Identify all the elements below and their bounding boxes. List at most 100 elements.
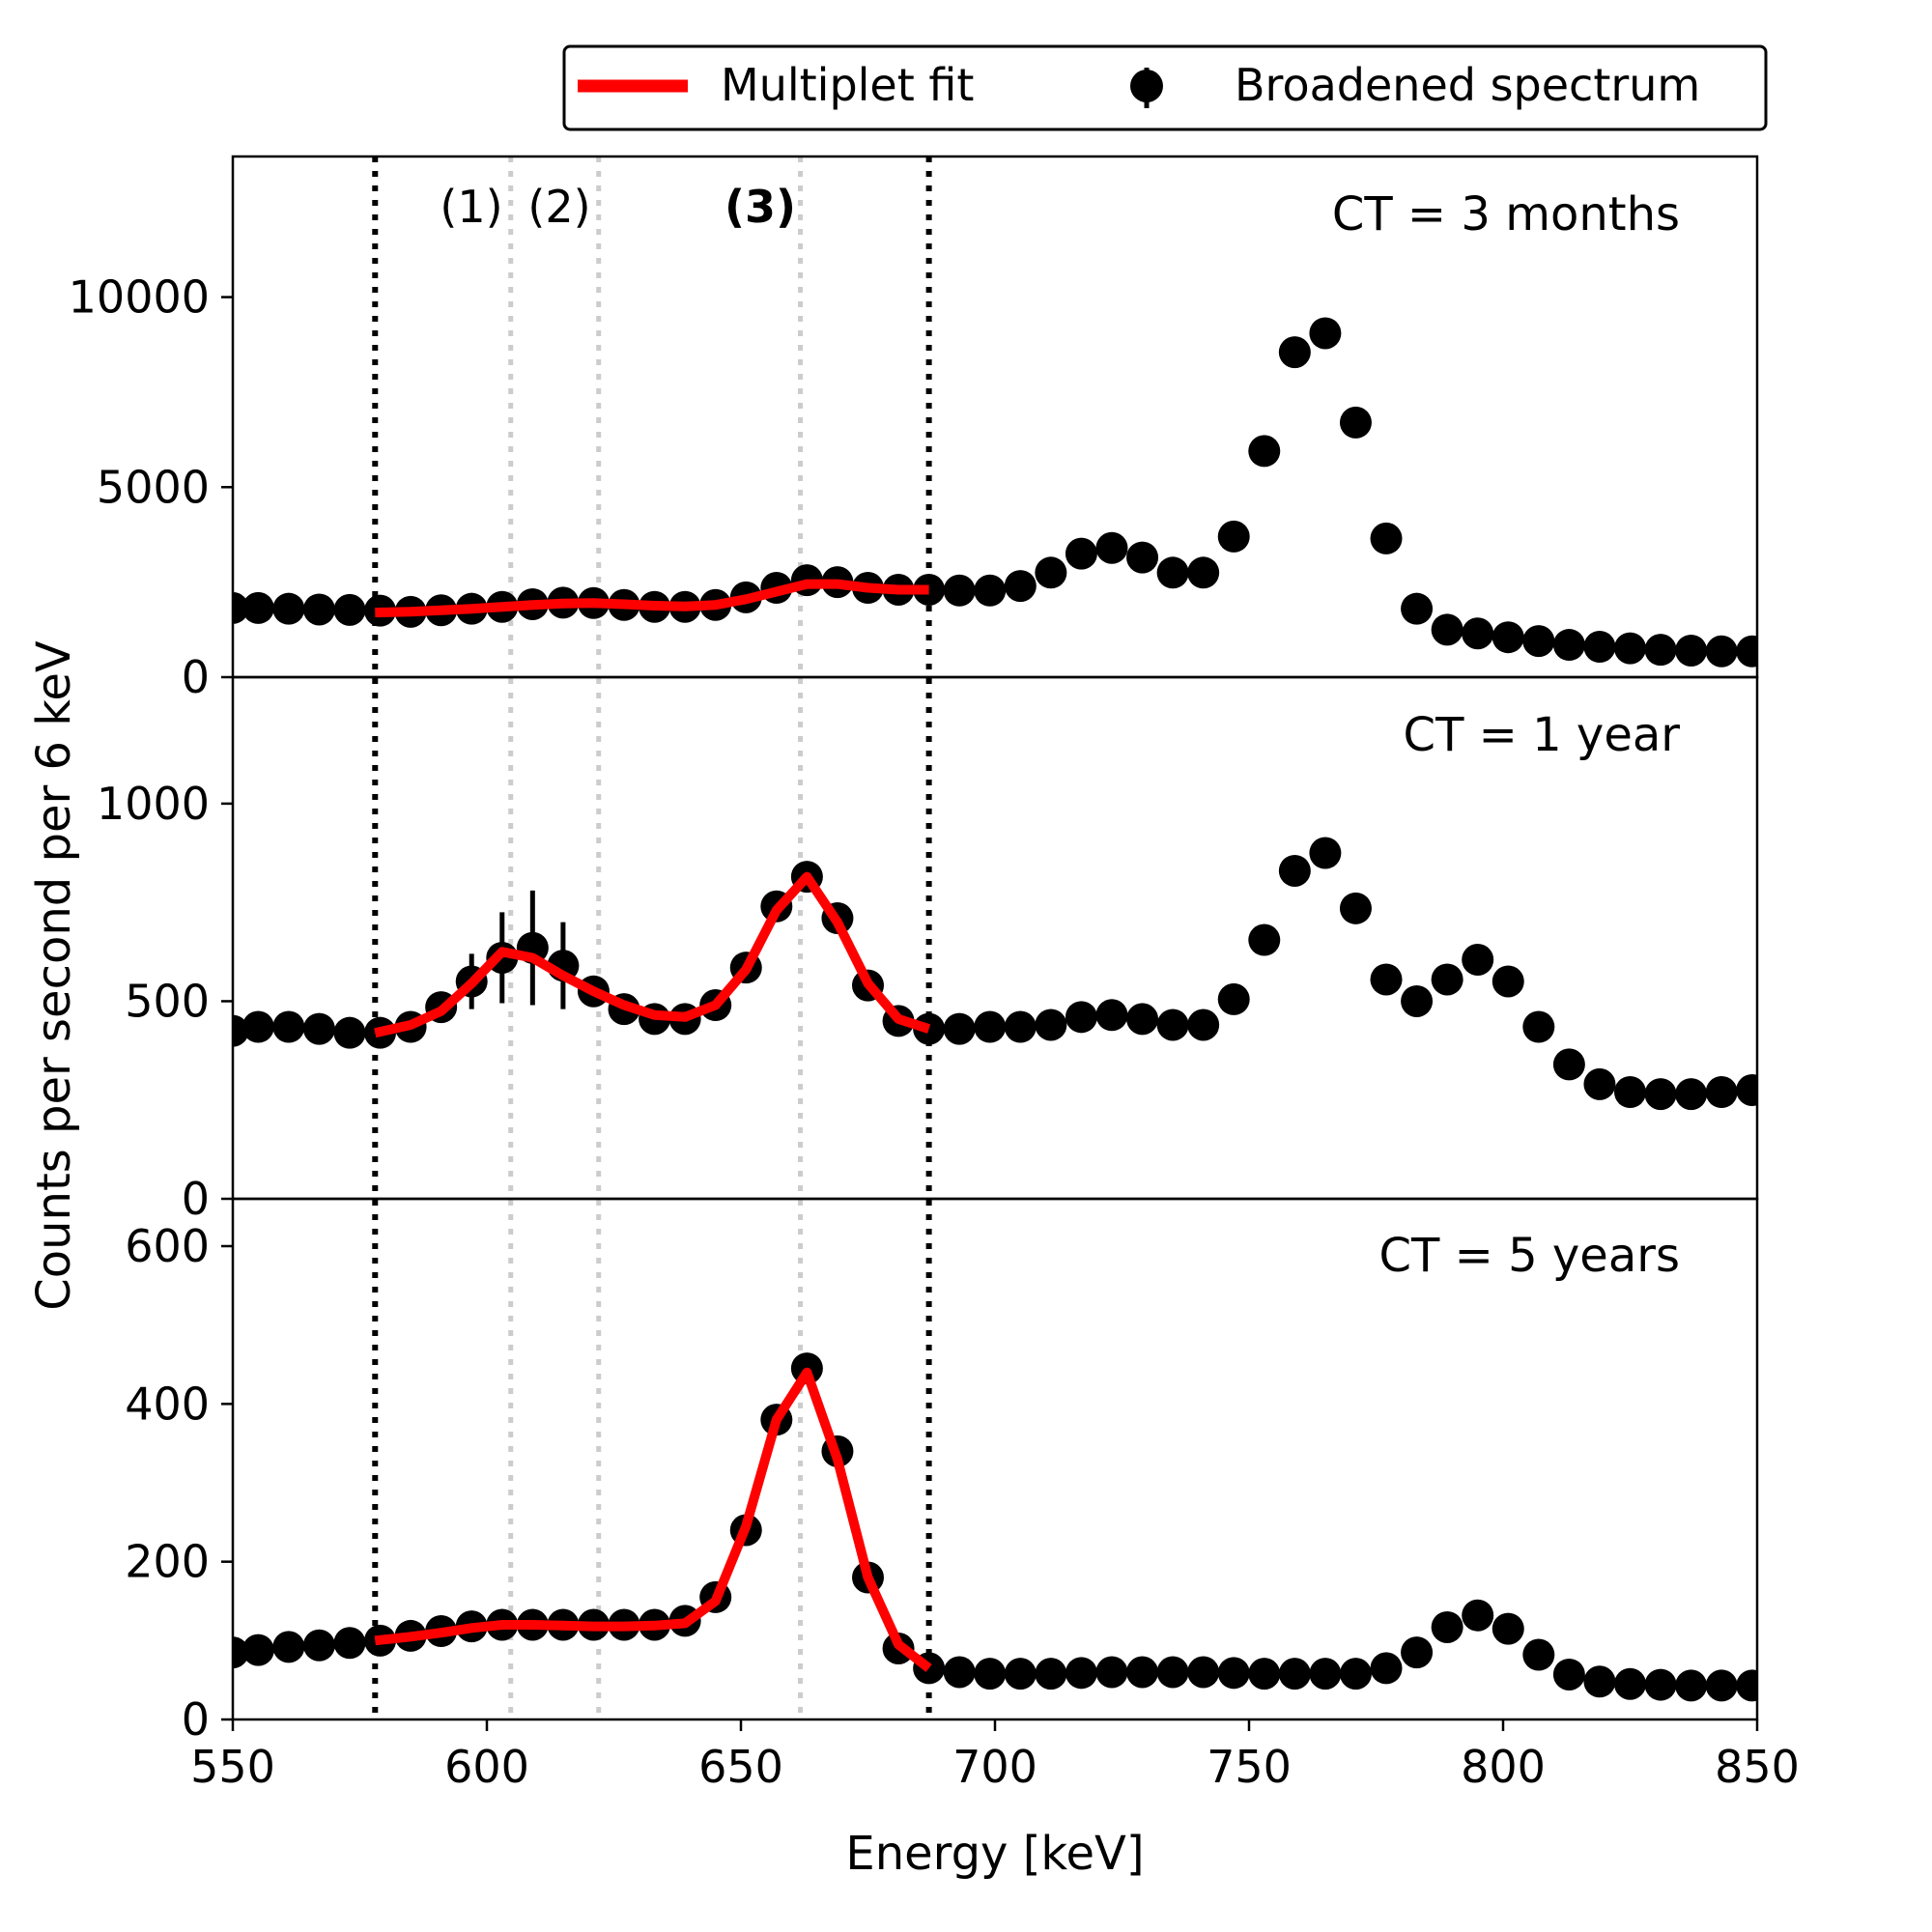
data-point	[1339, 1658, 1372, 1690]
data-point	[333, 1016, 366, 1049]
data-point	[1248, 923, 1281, 956]
y-tick-label: 1000	[97, 778, 210, 830]
annotation-1-year: CT = 1 year	[1404, 708, 1681, 762]
data-point	[1583, 631, 1616, 664]
y-tick-label: 5000	[97, 461, 210, 513]
data-point	[1217, 982, 1250, 1015]
data-point	[302, 593, 335, 626]
data-point	[1035, 1009, 1067, 1041]
data-point	[943, 574, 976, 607]
x-tick-label: 550	[190, 1741, 275, 1793]
data-point	[1492, 965, 1524, 998]
data-point	[302, 1012, 335, 1045]
data-point	[1522, 1638, 1555, 1671]
y-tick-label: 500	[125, 975, 210, 1027]
x-axis-label: Energy [keV]	[845, 1827, 1144, 1881]
data-point	[1248, 435, 1281, 468]
data-point	[1401, 984, 1434, 1017]
data-point	[1278, 336, 1311, 369]
y-tick-label: 600	[125, 1220, 210, 1272]
data-point	[1736, 1074, 1757, 1106]
y-axis-label: Counts per second per 6 keV	[27, 640, 81, 1311]
x-tick-label: 750	[1207, 1741, 1292, 1793]
data-point	[1217, 520, 1250, 553]
data-point	[1156, 556, 1189, 589]
peak-label-1: (1)	[440, 181, 502, 233]
legend-fit-label: Multiplet fit	[721, 59, 974, 111]
data-point	[1492, 621, 1524, 654]
data-point	[1614, 1076, 1646, 1109]
data-point	[913, 574, 946, 607]
data-point	[943, 1012, 976, 1045]
data-point	[242, 1010, 274, 1043]
data-point	[1035, 556, 1067, 589]
x-tick-label: 850	[1715, 1741, 1800, 1793]
data-point	[1248, 1658, 1281, 1690]
data-point	[1035, 1658, 1067, 1690]
data-point	[1065, 1001, 1097, 1034]
data-point	[1705, 635, 1738, 668]
annotation-3-months: CT = 3 months	[1332, 187, 1680, 242]
data-point	[1004, 1010, 1037, 1043]
data-point	[302, 1629, 335, 1662]
x-tick-label: 800	[1461, 1741, 1546, 1793]
data-point	[242, 591, 274, 624]
multiplet-fit-line	[374, 1367, 932, 1672]
y-tick-label: 0	[182, 1693, 210, 1746]
data-point	[1370, 1652, 1403, 1685]
data-point	[1309, 317, 1342, 350]
data-point	[1644, 1078, 1677, 1111]
panel-3-months	[233, 317, 1757, 668]
data-point	[1644, 634, 1677, 667]
data-point	[333, 1627, 366, 1660]
data-point	[1065, 1657, 1097, 1690]
data-point	[1614, 1667, 1646, 1700]
data-point	[1614, 632, 1646, 665]
data-point	[1217, 1657, 1250, 1690]
data-point	[1187, 556, 1220, 589]
data-point	[1552, 629, 1585, 662]
data-point	[1401, 592, 1434, 625]
data-point	[1309, 1658, 1342, 1690]
data-point	[913, 1012, 946, 1045]
data-point	[1583, 1067, 1616, 1100]
data-point	[1705, 1669, 1738, 1702]
y-tick-label: 0	[182, 651, 210, 703]
x-tick-label: 600	[444, 1741, 529, 1793]
peak-label-2: (2)	[527, 181, 590, 233]
data-point	[1278, 1658, 1311, 1690]
data-point	[1431, 963, 1463, 996]
data-point	[1401, 1636, 1434, 1669]
data-point	[1552, 1658, 1585, 1690]
data-point	[1065, 537, 1097, 570]
data-point	[1126, 541, 1159, 574]
data-point	[1552, 1048, 1585, 1081]
data-point	[1004, 1658, 1037, 1690]
panel-5-years	[233, 1352, 1757, 1702]
legend-box	[562, 44, 1768, 131]
data-point	[974, 574, 1007, 607]
data-point	[1309, 837, 1342, 869]
data-point	[1370, 963, 1403, 996]
data-point	[1675, 1078, 1708, 1111]
y-tick-label: 200	[125, 1536, 210, 1588]
data-point	[974, 1658, 1007, 1690]
data-point	[1126, 1656, 1159, 1689]
legend: Multiplet fit Broadened spectrum	[562, 44, 1768, 131]
data-point	[1462, 1599, 1494, 1632]
data-point	[1431, 1610, 1463, 1643]
data-point	[1095, 531, 1128, 564]
data-point	[1095, 999, 1128, 1032]
data-point	[1736, 635, 1757, 668]
data-point	[1339, 892, 1372, 924]
x-tick-label: 650	[698, 1741, 783, 1793]
data-point	[333, 593, 366, 626]
y-tick-label: 400	[125, 1378, 210, 1430]
data-point	[1156, 1656, 1189, 1689]
data-point	[1522, 625, 1555, 658]
data-point	[1675, 634, 1708, 667]
data-point	[272, 1010, 305, 1043]
data-point	[943, 1656, 976, 1689]
